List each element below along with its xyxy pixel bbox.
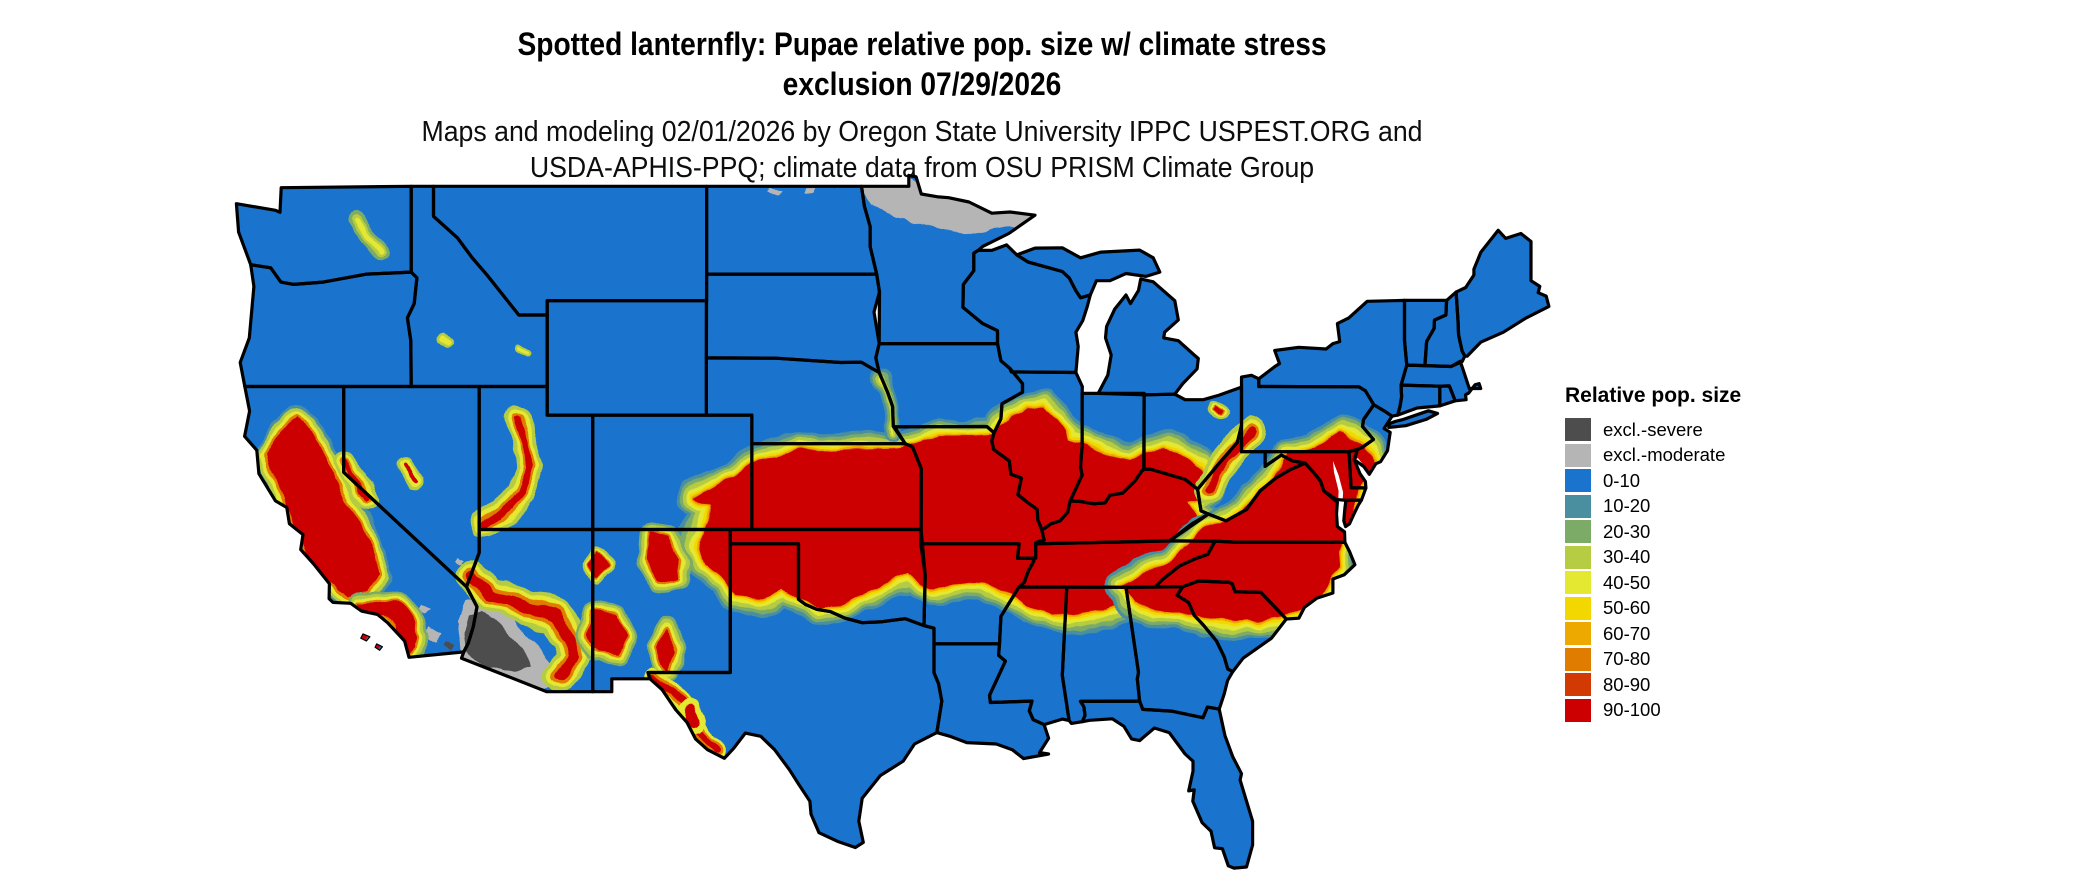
legend-swatch-icon bbox=[1565, 418, 1591, 442]
legend-entry-label: 10-20 bbox=[1603, 495, 1651, 517]
legend-swatch-icon bbox=[1565, 494, 1591, 518]
map-legend: Relative pop. size excl.-severe excl.-mod… bbox=[1565, 384, 1741, 723]
legend-swatch-icon bbox=[1565, 647, 1591, 671]
figure-subtitle-line1: Maps and modeling 02/01/2026 by Oregon S… bbox=[421, 116, 1423, 148]
legend-swatch-icon bbox=[1565, 443, 1591, 467]
state-border-me bbox=[1454, 228, 1551, 358]
legend-swatch-icon bbox=[1565, 673, 1591, 697]
state-fl bbox=[1080, 701, 1253, 869]
state-border-vsh bbox=[1342, 498, 1364, 529]
state-ne bbox=[706, 357, 906, 444]
legend-entry-80-90: 80-90 bbox=[1565, 672, 1741, 698]
legend-entry-0-10: 0-10 bbox=[1565, 468, 1741, 494]
legend-entry-30-40: 30-40 bbox=[1565, 545, 1741, 571]
legend-entry-label: 20-30 bbox=[1603, 520, 1651, 542]
legend-swatch-icon bbox=[1565, 469, 1591, 493]
legend-rows: excl.-severe excl.-moderate 0-10 10-20 20-30… bbox=[1565, 417, 1741, 723]
state-borders-layer bbox=[234, 173, 1551, 870]
legend-entry-70-80: 70-80 bbox=[1565, 647, 1741, 673]
legend-entry-label: 90-100 bbox=[1603, 699, 1661, 721]
legend-entry-label: 80-90 bbox=[1603, 673, 1651, 695]
legend-entry-label: 50-60 bbox=[1603, 597, 1651, 619]
state-ct bbox=[1397, 385, 1440, 416]
state-ia bbox=[875, 343, 1023, 433]
legend-entry-label: 60-70 bbox=[1603, 622, 1651, 644]
state-me bbox=[1456, 230, 1549, 357]
state-li bbox=[1388, 410, 1438, 428]
state-border-tx bbox=[646, 542, 944, 850]
legend-swatch-icon bbox=[1565, 545, 1591, 569]
state-vt bbox=[1404, 300, 1447, 366]
legend-entry-50-60: 50-60 bbox=[1565, 596, 1741, 622]
legend-entry-label: 30-40 bbox=[1603, 546, 1651, 568]
state-border-miu bbox=[1015, 246, 1162, 300]
legend-swatch-icon bbox=[1565, 571, 1591, 595]
figure-subtitle: Maps and modeling 02/01/2026 by Oregon S… bbox=[295, 114, 1550, 186]
figure-subtitle-line2: USDA-APHIS-PPQ; climate data from OSU PR… bbox=[529, 152, 1315, 184]
legend-swatch-icon bbox=[1565, 520, 1591, 544]
raster-overlay-layer bbox=[255, 175, 1388, 759]
legend-entry-label: excl.-moderate bbox=[1603, 444, 1726, 466]
legend-entry-40-50: 40-50 bbox=[1565, 570, 1741, 596]
legend-entry-10-20: 10-20 bbox=[1565, 494, 1741, 520]
legend-entry-label: 0-10 bbox=[1603, 469, 1641, 491]
state-border-fl bbox=[1078, 699, 1255, 870]
legend-entry-60-70: 60-70 bbox=[1565, 621, 1741, 647]
legend-entry-label: 40-50 bbox=[1603, 571, 1651, 593]
state-ny bbox=[1258, 300, 1407, 417]
legend-entry-label: 70-80 bbox=[1603, 648, 1651, 670]
state-wv bbox=[1197, 425, 1306, 521]
legend-entry-90-100: 90-100 bbox=[1565, 698, 1741, 724]
state-wi bbox=[962, 244, 1091, 373]
state-wy bbox=[547, 300, 707, 416]
legend-swatch-icon bbox=[1565, 596, 1591, 620]
state-sd bbox=[706, 274, 880, 373]
legend-entry-excl-severe: excl.-severe bbox=[1565, 417, 1741, 443]
us-choropleth-map bbox=[234, 173, 1551, 870]
legend-entry-excl-moderate: excl.-moderate bbox=[1565, 443, 1741, 469]
state-border-ci1 bbox=[360, 633, 371, 642]
state-border-nj bbox=[1352, 403, 1394, 476]
state-la bbox=[934, 643, 1049, 759]
state-mt bbox=[433, 186, 707, 315]
state-miu bbox=[1016, 247, 1160, 298]
state-mil bbox=[1098, 279, 1199, 395]
legend-swatch-icon bbox=[1565, 698, 1591, 722]
state-border-li bbox=[1387, 409, 1440, 429]
state-border-ci2 bbox=[374, 643, 383, 651]
figure-title-line1: Spotted lanternfly: Pupae relative pop. … bbox=[517, 26, 1327, 62]
legend-entry-20-30: 20-30 bbox=[1565, 519, 1741, 545]
state-nh bbox=[1425, 292, 1465, 367]
state-nd bbox=[706, 186, 877, 275]
state-tx bbox=[648, 543, 942, 848]
figure-title: Spotted lanternfly: Pupae relative pop. … bbox=[322, 24, 1522, 104]
figure-title-line2: exclusion 07/29/2026 bbox=[782, 66, 1062, 102]
legend-swatch-icon bbox=[1565, 622, 1591, 646]
legend-entry-label: excl.-severe bbox=[1603, 418, 1703, 440]
legend-title: Relative pop. size bbox=[1565, 384, 1742, 407]
state-ma bbox=[1401, 361, 1481, 401]
state-border-ms bbox=[987, 585, 1071, 727]
state-or bbox=[240, 264, 417, 387]
